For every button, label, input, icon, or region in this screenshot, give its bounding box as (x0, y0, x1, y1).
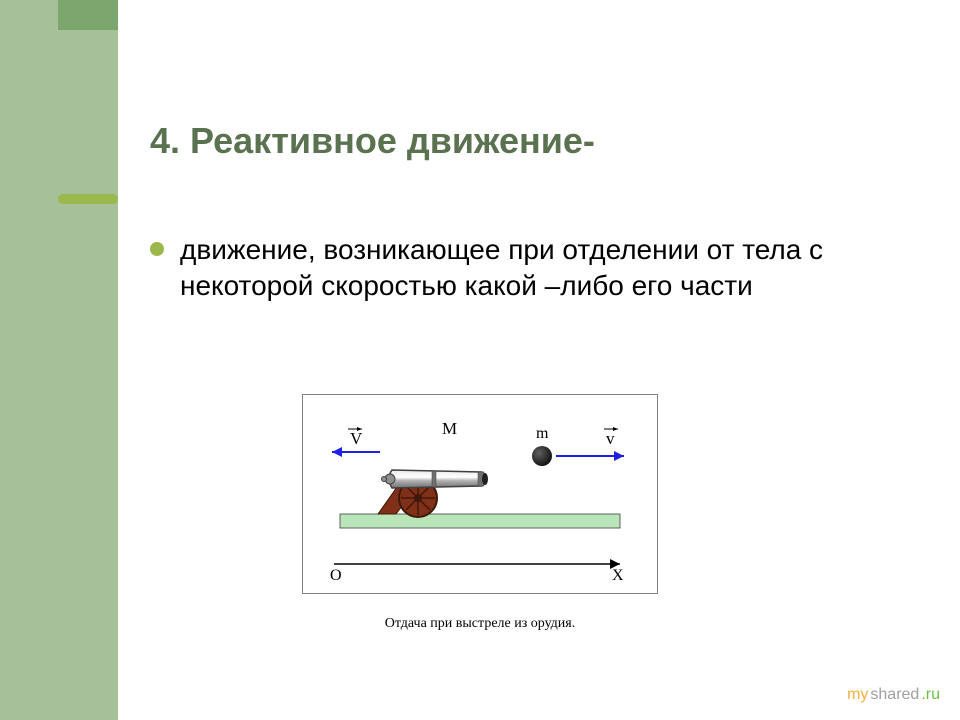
diagram-caption: Отдача при выстреле из орудия. (302, 616, 658, 632)
corner-block (58, 0, 118, 30)
svg-text:X: X (612, 567, 624, 584)
content-area: 4. Реактивное движение- движение, возник… (150, 120, 900, 305)
watermark-part3: .ru (921, 686, 940, 704)
svg-text:v: v (606, 429, 615, 448)
bullet-item: движение, возникающее при отделении от т… (150, 232, 900, 305)
svg-text:V: V (350, 429, 363, 448)
bullet-text: движение, возникающее при отделении от т… (180, 232, 880, 305)
sidebar (0, 0, 118, 720)
watermark: myshared.ru (847, 686, 940, 704)
svg-text:O: O (330, 567, 342, 584)
svg-text:m: m (536, 425, 549, 442)
svg-text:M: M (442, 419, 457, 438)
watermark-part1: my (847, 686, 868, 704)
accent-bar (58, 194, 118, 204)
slide-title: 4. Реактивное движение- (150, 120, 900, 162)
diagram: OXVMmv Отдача при выстреле из орудия. (302, 394, 658, 594)
cannon-diagram: O X V Mm v (302, 394, 658, 594)
watermark-part2: shared (870, 686, 919, 704)
bullet-dot-icon (150, 242, 164, 256)
